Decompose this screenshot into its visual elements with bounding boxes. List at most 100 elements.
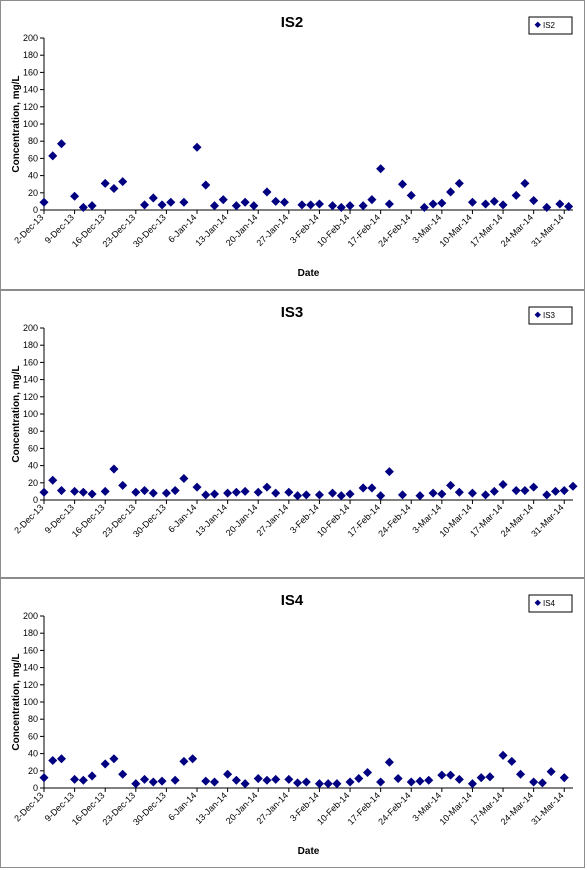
chart2-data-point	[467, 779, 477, 789]
chart2-data-point	[284, 774, 294, 784]
chart2-data-point	[314, 779, 324, 789]
chart1-data-point	[367, 483, 377, 493]
chart2-data-point	[354, 774, 364, 784]
chart2-y-tick-label: 80	[28, 714, 38, 724]
chart0-x-tick-label: 27-Jan-14	[255, 212, 291, 248]
chart1-data-point	[161, 488, 171, 498]
chart2-data-point	[271, 774, 281, 784]
chart0-data-point	[428, 199, 438, 209]
chart0-data-point	[249, 201, 259, 211]
chart-panel-is2: IS2 Concentration, mg/L Date 0 20 40 60 80 100 12…	[0, 0, 585, 290]
chart1-x-tick-label: 31-Mar-14	[529, 502, 565, 538]
chart0-data-point	[218, 195, 228, 205]
chart0-data-point	[345, 201, 355, 211]
chart2-x-tick-label: 31-Mar-14	[529, 790, 565, 826]
chart1-data-point	[511, 486, 521, 496]
chart1-data-point	[293, 491, 303, 501]
chart0-x-tick-label: 31-Mar-14	[529, 212, 565, 248]
chart1-data-point	[140, 486, 150, 496]
chart2-y-tick-label: 0	[33, 783, 38, 793]
chart0-data-point	[192, 142, 202, 152]
chart1-data-point	[48, 475, 58, 485]
chart2-data-point	[70, 774, 80, 784]
chart2-data-point	[384, 757, 394, 767]
chart2-legend-box	[528, 594, 573, 613]
chart0-x-tick-label: 13-Jan-14	[193, 212, 229, 248]
chart2-data-point	[100, 759, 110, 769]
chart1-data-point	[467, 488, 477, 498]
chart2-data-point	[507, 756, 517, 766]
chart0-data-point	[358, 201, 368, 211]
chart2-data-point	[415, 776, 425, 786]
chart1-data-point	[192, 482, 202, 492]
chart0-data-point	[376, 164, 386, 174]
chart2-y-tick-label: 20	[28, 766, 38, 776]
chart1-data-point	[78, 487, 88, 497]
chart2-y-tick-label: 40	[28, 749, 38, 759]
chart0-data-point	[498, 200, 508, 210]
chart1-data-point	[454, 487, 464, 497]
chart0-y-tick-label: 200	[23, 33, 38, 43]
chart1-data-point	[118, 480, 128, 490]
chart2-data-point	[332, 779, 342, 789]
chart1-data-point	[397, 490, 408, 500]
chart2-data-point	[485, 772, 495, 782]
chart1-y-tick-label: 0	[33, 495, 38, 505]
chart2-data-point	[323, 779, 333, 789]
chart1-data-point	[498, 479, 508, 490]
chart1-data-point	[100, 486, 110, 496]
chart0-x-axis-label: Date	[298, 268, 320, 279]
chart2-data-point	[188, 754, 198, 764]
chart1-data-point	[550, 486, 561, 496]
chart0-data-point	[454, 178, 464, 188]
chart2-y-tick-label: 160	[23, 645, 38, 655]
chart2-data-point	[157, 776, 167, 786]
chart0-y-tick-label: 40	[28, 171, 38, 181]
chart2-data-point	[476, 773, 486, 783]
chart1-y-tick-label: 20	[28, 478, 38, 488]
chart0-data-point	[279, 197, 289, 207]
chart2-data-point	[39, 773, 49, 783]
chart2-x-axis-label: Date	[298, 846, 320, 857]
chart0-data-point	[467, 197, 477, 207]
chart2-data-point	[437, 770, 447, 780]
chart0-x-tick-label: 2-Dec-13	[12, 212, 45, 245]
chart1-data-point	[542, 490, 552, 500]
chart1-data-point	[87, 489, 97, 499]
chart1-data-point	[376, 491, 386, 501]
chart0-y-tick-label: 140	[23, 85, 38, 95]
chart0-data-point	[109, 183, 119, 194]
chart2-data-point	[454, 774, 464, 784]
chart0-data-point	[406, 190, 416, 200]
chart0-data-point	[271, 196, 281, 206]
chart0-data-point	[397, 179, 408, 189]
chart0-data-point	[511, 190, 521, 200]
chart2-y-tick-label: 200	[23, 611, 38, 621]
chart2-title: IS4	[281, 592, 304, 609]
chart0-y-tick-label: 160	[23, 67, 38, 77]
chart1-data-point	[262, 482, 272, 492]
chart0-data-point	[240, 197, 250, 207]
chart0-data-point	[437, 198, 447, 208]
chart1-data-point	[314, 490, 324, 500]
chart2-data-point	[537, 778, 547, 788]
chart2-y-tick-label: 60	[28, 731, 38, 741]
chart2-data-point	[131, 779, 141, 789]
chart-panel-is3: IS3 Concentration, mg/L 0 20 40 60 80 100 120 140…	[0, 290, 585, 578]
chart2-y-axis-label: Concentration, mg/L	[11, 653, 22, 750]
chart2-legend: IS4	[528, 594, 573, 613]
chart0-data-point	[87, 201, 97, 211]
chart0-data-point	[231, 201, 241, 211]
chart0-data-point	[520, 178, 530, 188]
chart0-data-point	[201, 180, 211, 190]
chart2-data-point	[362, 767, 373, 778]
chart2-data-point	[48, 755, 58, 766]
chart0-data-point	[209, 201, 220, 211]
chart0-legend-box	[528, 16, 573, 35]
chart1-y-tick-label: 120	[23, 392, 38, 402]
chart2-y-tick-label: 120	[23, 680, 38, 690]
chart0-data-point	[78, 202, 88, 212]
chart0-data-point	[529, 196, 539, 206]
chart1-title: IS3	[281, 304, 304, 321]
chart2-legend-label: IS4	[543, 599, 556, 608]
